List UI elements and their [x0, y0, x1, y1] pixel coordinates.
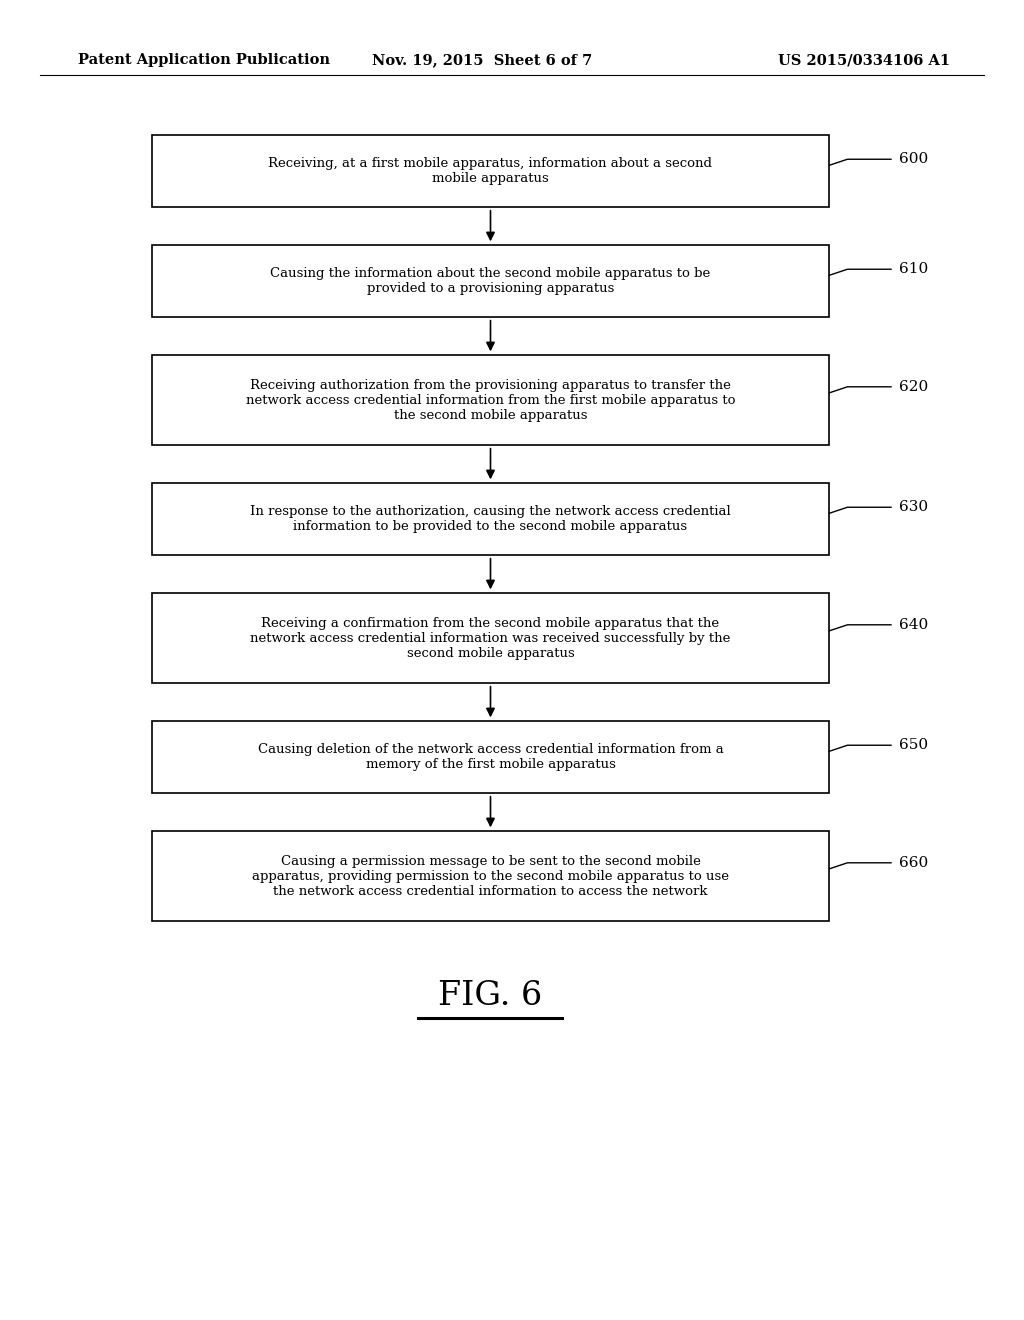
- Text: 630: 630: [899, 500, 928, 515]
- Text: Causing a permission message to be sent to the second mobile
apparatus, providin: Causing a permission message to be sent …: [252, 854, 729, 898]
- Text: 650: 650: [899, 738, 928, 752]
- Text: Patent Application Publication: Patent Application Publication: [78, 53, 330, 67]
- Text: Causing the information about the second mobile apparatus to be
provided to a pr: Causing the information about the second…: [270, 267, 711, 294]
- Text: 620: 620: [899, 380, 928, 393]
- Text: 610: 610: [899, 263, 928, 276]
- Bar: [152, 355, 829, 445]
- Text: 660: 660: [899, 855, 928, 870]
- Text: In response to the authorization, causing the network access credential
informat: In response to the authorization, causin…: [250, 506, 731, 533]
- Bar: [152, 483, 829, 554]
- Text: FIG. 6: FIG. 6: [438, 979, 543, 1012]
- Text: Receiving a confirmation from the second mobile apparatus that the
network acces: Receiving a confirmation from the second…: [250, 616, 731, 660]
- Bar: [152, 246, 829, 317]
- Bar: [152, 832, 829, 921]
- Text: Receiving, at a first mobile apparatus, information about a second
mobile appara: Receiving, at a first mobile apparatus, …: [268, 157, 713, 185]
- Text: Receiving authorization from the provisioning apparatus to transfer the
network : Receiving authorization from the provisi…: [246, 379, 735, 421]
- Text: Nov. 19, 2015  Sheet 6 of 7: Nov. 19, 2015 Sheet 6 of 7: [372, 53, 592, 67]
- Text: US 2015/0334106 A1: US 2015/0334106 A1: [778, 53, 950, 67]
- Text: 600: 600: [899, 152, 928, 166]
- Bar: [152, 135, 829, 207]
- Bar: [152, 593, 829, 682]
- Bar: [152, 721, 829, 793]
- Text: Causing deletion of the network access credential information from a
memory of t: Causing deletion of the network access c…: [258, 743, 723, 771]
- Text: 640: 640: [899, 618, 928, 632]
